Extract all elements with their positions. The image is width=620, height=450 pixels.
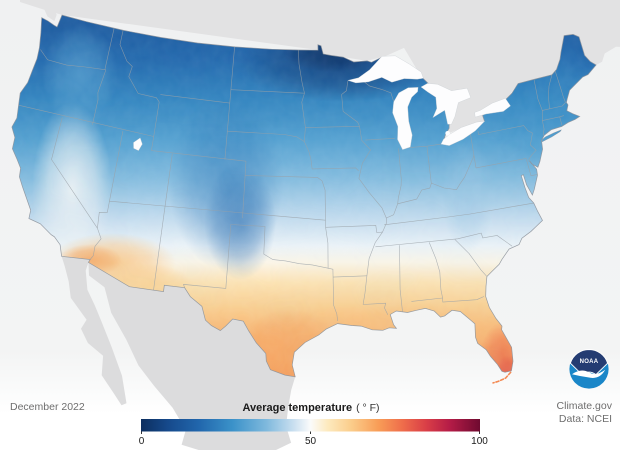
colorbar — [141, 419, 480, 432]
state-border-line — [160, 94, 230, 104]
state-border-line — [119, 30, 160, 103]
state-border-line — [104, 28, 115, 70]
state-border-line — [475, 158, 527, 169]
state-border-line — [151, 150, 247, 162]
state-border-line — [426, 146, 432, 184]
state-border-line — [397, 148, 402, 204]
state-border-line — [548, 74, 553, 109]
state-border-line — [375, 238, 458, 248]
state-border-line — [386, 154, 475, 219]
lake-huron — [420, 83, 472, 125]
state-border-line — [242, 161, 247, 219]
legend-title: Average temperature ( ° F) — [242, 402, 379, 414]
state-border-line — [559, 116, 563, 126]
state-border-line — [341, 94, 387, 305]
state-border-line — [363, 302, 389, 315]
state-border-line — [333, 275, 367, 278]
state-border-line — [92, 69, 107, 125]
great-lakes — [133, 55, 563, 384]
state-border-line — [227, 130, 305, 142]
state-border-line — [365, 138, 395, 141]
state-borders — [18, 28, 566, 322]
state-border-line — [153, 153, 173, 291]
state-border-line — [305, 126, 360, 128]
state-border-line — [109, 200, 326, 221]
state-border-line — [312, 167, 359, 172]
state-border-line — [399, 245, 403, 312]
noaa-logo-kite — [569, 349, 609, 376]
lake-st-clair — [445, 131, 450, 136]
state-border-line — [40, 49, 106, 71]
vancouver-island — [40, 0, 57, 22]
state-border-line — [411, 297, 443, 302]
legend-title-unit: ( ° F) — [356, 402, 379, 414]
legend: Average temperature ( ° F) 0 50 100 — [139, 402, 489, 447]
state-border-line — [477, 125, 533, 135]
noaa-logo: NOAA — [569, 349, 609, 389]
state-border-line — [364, 81, 394, 102]
state-border-line — [224, 46, 235, 160]
state-border-line — [301, 93, 313, 169]
canada-landmass — [20, 0, 620, 135]
colorbar-label-max: 100 — [471, 436, 488, 447]
lake-michigan — [392, 87, 419, 150]
state-border-line — [528, 132, 537, 162]
period-label: December 2022 — [10, 401, 85, 413]
legend-title-bold: Average temperature — [242, 402, 352, 414]
state-border-line — [401, 143, 442, 149]
credit-source: Data: NCEI — [559, 413, 612, 425]
lake-erie — [440, 120, 486, 146]
lake-superior — [346, 55, 424, 84]
state-border-line — [97, 131, 124, 229]
long-island — [541, 129, 563, 143]
florida-keys — [492, 371, 512, 384]
colorbar-label-mid: 50 — [305, 436, 317, 447]
state-border-line — [469, 131, 477, 168]
state-border-line — [153, 101, 160, 137]
state-border-line — [51, 117, 98, 229]
lake-ontario — [474, 97, 511, 118]
state-border-line — [245, 175, 318, 178]
state-border-line — [18, 104, 154, 137]
noaa-logo-gull-icon — [572, 369, 606, 378]
state-border-line — [442, 296, 485, 303]
state-border-line — [298, 49, 305, 94]
state-border-line — [151, 136, 154, 151]
noaa-logo-text: NOAA — [580, 359, 599, 365]
state-border-line — [428, 242, 443, 299]
state-border-line — [325, 227, 338, 322]
state-border-line — [384, 202, 535, 226]
state-border-line — [325, 225, 383, 233]
mexico-landmass — [88, 262, 296, 450]
credit-site: Climate.gov — [557, 400, 613, 412]
state-border-line — [89, 228, 102, 260]
state-border-line — [230, 224, 329, 269]
colorbar-label-min: 0 — [139, 436, 145, 447]
state-border-line — [542, 102, 566, 111]
baja-peninsula — [61, 256, 127, 406]
neighboring-land — [20, 0, 620, 450]
state-border-line — [525, 158, 538, 177]
state-border-line — [230, 89, 305, 94]
state-border-line — [317, 177, 326, 228]
state-border-line — [554, 69, 566, 103]
great-salt-lake — [133, 137, 143, 151]
state-border-line — [457, 232, 513, 247]
state-border-line — [454, 239, 487, 277]
state-border-line — [183, 224, 232, 289]
state-border-line — [341, 80, 349, 95]
